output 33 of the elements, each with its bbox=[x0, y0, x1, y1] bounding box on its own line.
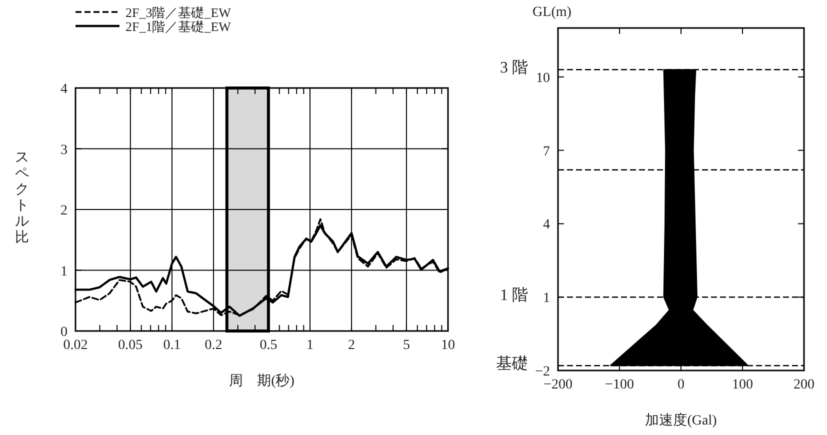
y-tick-label: 4 bbox=[60, 82, 68, 97]
ref-line-label: 1 階 bbox=[500, 286, 528, 304]
x-tick-label: 2 bbox=[348, 338, 356, 353]
x-tick-label: 200 bbox=[794, 378, 814, 392]
x-tick-label: 1 bbox=[306, 338, 314, 353]
x-axis-title: 周 期(秒) bbox=[229, 373, 295, 389]
legend-label: 2F_3階／基礎_EW bbox=[126, 5, 232, 20]
ref-line-label: 基礎 bbox=[496, 354, 528, 373]
y-tick-label: 4 bbox=[543, 218, 550, 233]
y-tick-label: 7 bbox=[543, 144, 550, 160]
legend-label: 2F_1階／基礎_EW bbox=[126, 19, 232, 34]
y-axis-title: スペクトル比 bbox=[15, 150, 29, 246]
x-tick-label: 10 bbox=[441, 338, 455, 353]
x-tick-label: 0.05 bbox=[118, 338, 143, 353]
x-tick-label: −100 bbox=[605, 378, 634, 392]
x-tick-label: 100 bbox=[732, 378, 753, 392]
y-tick-label: 1 bbox=[60, 264, 68, 280]
x-tick-label: 0.02 bbox=[63, 338, 88, 353]
y-tick-label: 3 bbox=[60, 142, 68, 158]
x-tick-label: 0.5 bbox=[260, 338, 278, 353]
y-tick-label: 1 bbox=[543, 291, 550, 306]
x-tick-label: 5 bbox=[402, 338, 410, 353]
y-tick-label: 2 bbox=[60, 204, 68, 218]
y-tick-label: −2 bbox=[535, 364, 550, 380]
ref-line-label: 3 階 bbox=[500, 58, 528, 77]
x-tick-label: 0.2 bbox=[204, 338, 222, 353]
x-tick-label: 0.1 bbox=[163, 338, 181, 353]
y-axis-title: GL(m) bbox=[532, 5, 572, 20]
y-tick-label: 0 bbox=[60, 325, 68, 340]
y-tick-label: 10 bbox=[536, 70, 550, 86]
x-tick-label: 0 bbox=[678, 378, 684, 392]
x-tick-label: −200 bbox=[544, 378, 572, 392]
x-axis-title: 加速度(Gal) bbox=[645, 412, 718, 428]
